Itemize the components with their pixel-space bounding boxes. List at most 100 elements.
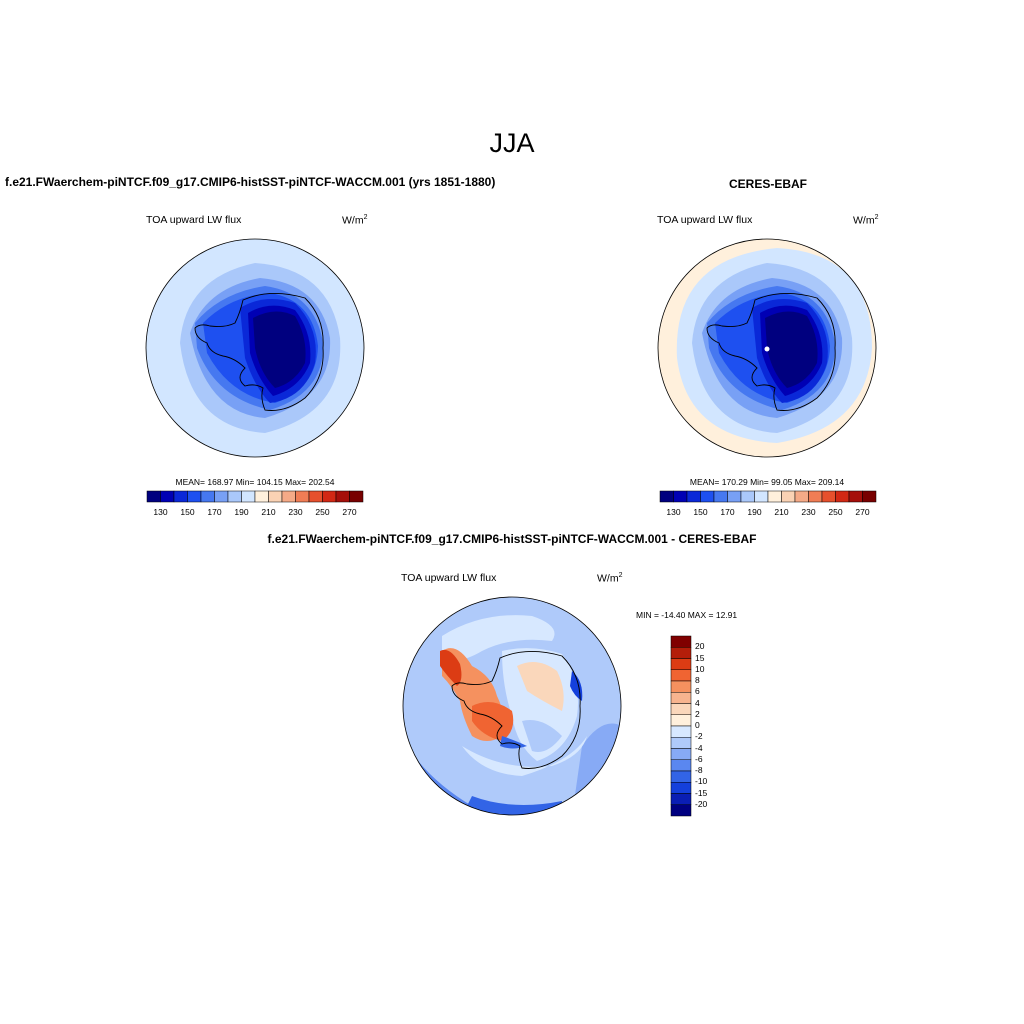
colorbar-swatch	[673, 490, 688, 503]
panel-1-colorbar	[146, 490, 364, 503]
colorbar-swatch	[821, 490, 836, 503]
colorbar-swatch	[767, 490, 782, 503]
colorbar-swatch	[268, 490, 283, 503]
colorbar-swatch	[200, 490, 215, 503]
colorbar-tick-label: 130	[153, 507, 168, 517]
panel-3-variable-label: TOA upward LW flux	[401, 572, 497, 584]
colorbar-swatch	[670, 669, 692, 682]
diff-negative-coast-east	[570, 671, 583, 701]
colorbar-tick-label: 250	[315, 507, 330, 517]
colorbar-tick-label: 270	[855, 507, 870, 517]
colorbar-swatch	[670, 703, 692, 715]
diff-interior-negative-s	[522, 720, 562, 752]
panel-3-units: W/m2	[597, 572, 623, 585]
colorbar-tick-label: 230	[801, 507, 816, 517]
colorbar-swatch	[670, 692, 692, 704]
diff-negative-region-s	[462, 796, 562, 815]
colorbar-swatch	[254, 490, 269, 503]
colorbar-level-label: -8	[695, 765, 703, 775]
panel-2-colorbar	[659, 490, 877, 503]
map-border	[402, 596, 622, 816]
panel-2-polar-map	[657, 238, 877, 458]
colorbar-swatch	[670, 725, 692, 738]
panel-1-colorbar-ticks: 130 150 170 190 210 230 250 270	[147, 507, 363, 519]
colorbar-swatch	[659, 490, 674, 503]
colorbar-level-label: -2	[695, 731, 703, 742]
map-border	[657, 238, 877, 458]
panel-3-colorbar-labels: 20 15 10 8 6 4 2 0 -2 -4 -6 -8 -10 -15 -20	[695, 636, 735, 816]
colorbar-tick-label: 190	[747, 507, 762, 517]
colorbar-swatch	[808, 490, 823, 503]
colorbar-swatch	[754, 490, 769, 503]
panel-1-title: f.e21.FWaerchem-piNTCF.f09_g17.CMIP6-his…	[5, 175, 496, 189]
colorbar-tick-label: 170	[720, 507, 735, 517]
colorbar-swatch	[281, 490, 296, 503]
colorbar-swatch	[335, 490, 350, 503]
colorbar-level-label: -6	[695, 753, 703, 764]
colorbar-level-label: 15	[695, 652, 705, 663]
colorbar-swatch	[670, 647, 692, 659]
antarctica-coastline	[451, 651, 581, 769]
colorbar-swatch	[227, 490, 242, 503]
contour-band-7	[253, 311, 306, 388]
colorbar-level-label: 10	[695, 663, 705, 674]
colorbar-tick-label: 190	[234, 507, 249, 517]
colorbar-swatch	[686, 490, 701, 503]
colorbar-tick-label: 150	[693, 507, 708, 517]
diff-interior-positive-n	[517, 662, 564, 711]
colorbar-swatch	[670, 714, 692, 727]
diff-negative-coast-south	[500, 736, 527, 749]
colorbar-swatch	[308, 490, 323, 503]
colorbar-level-label: 20	[695, 641, 705, 652]
panel-2-stats: MEAN= 170.29 Min= 99.05 Max= 209.14	[689, 477, 845, 487]
colorbar-swatch	[700, 490, 715, 503]
panel-3-colorbar	[670, 635, 692, 817]
contour-band-7	[765, 311, 818, 388]
colorbar-swatch	[781, 490, 796, 503]
colorbar-swatch	[349, 490, 364, 503]
antarctica-coastline	[706, 293, 836, 411]
colorbar-swatch	[295, 490, 310, 503]
colorbar-swatch	[146, 490, 161, 503]
panel-3-stats: MIN = -14.40 MAX = 12.91	[636, 610, 738, 620]
colorbar-level-label: 8	[695, 675, 700, 685]
colorbar-swatch	[160, 490, 175, 503]
colorbar-swatch	[794, 490, 809, 503]
colorbar-tick-label: 150	[180, 507, 195, 517]
panel-2-units: W/m2	[853, 214, 879, 227]
diff-weak-region-s	[462, 736, 587, 776]
diff-positive-ross	[472, 702, 514, 741]
panel-1-stats: MEAN= 168.97 Min= 104.15 Max= 202.54	[175, 477, 335, 487]
panel-1-units: W/m2	[342, 214, 368, 227]
colorbar-level-label: 6	[695, 686, 700, 697]
colorbar-swatch	[670, 748, 692, 760]
colorbar-level-label: 2	[695, 708, 700, 719]
panel-1-variable-label: TOA upward LW flux	[146, 214, 242, 226]
colorbar-level-label: -15	[695, 787, 708, 798]
colorbar-swatch	[187, 490, 202, 503]
colorbar-swatch	[670, 793, 692, 805]
colorbar-level-label: -10	[695, 776, 708, 787]
panel-3-polar-map	[402, 596, 622, 816]
colorbar-swatch	[670, 658, 692, 670]
colorbar-tick-label: 210	[774, 507, 789, 517]
colorbar-swatch	[670, 737, 692, 749]
diff-strong-positive-peninsula	[440, 649, 462, 686]
map-border	[145, 238, 365, 458]
panel-2-variable-label: TOA upward LW flux	[657, 214, 753, 226]
diff-weak-region-n	[442, 615, 555, 660]
colorbar-level-label: 4	[695, 697, 700, 708]
colorbar-swatch	[835, 490, 850, 503]
colorbar-swatch	[727, 490, 742, 503]
panel-2-colorbar-ticks: 130 150 170 190 210 230 250 270	[660, 507, 876, 519]
colorbar-swatch	[670, 782, 692, 794]
colorbar-swatch	[848, 490, 863, 503]
colorbar-swatch	[670, 770, 692, 783]
panel-3-title: f.e21.FWaerchem-piNTCF.f09_g17.CMIP6-his…	[267, 532, 757, 546]
colorbar-tick-label: 130	[666, 507, 681, 517]
colorbar-swatch	[670, 635, 692, 648]
colorbar-swatch	[670, 804, 692, 817]
colorbar-swatch	[214, 490, 229, 503]
colorbar-level-label: -4	[695, 742, 703, 753]
colorbar-tick-label: 270	[342, 507, 357, 517]
